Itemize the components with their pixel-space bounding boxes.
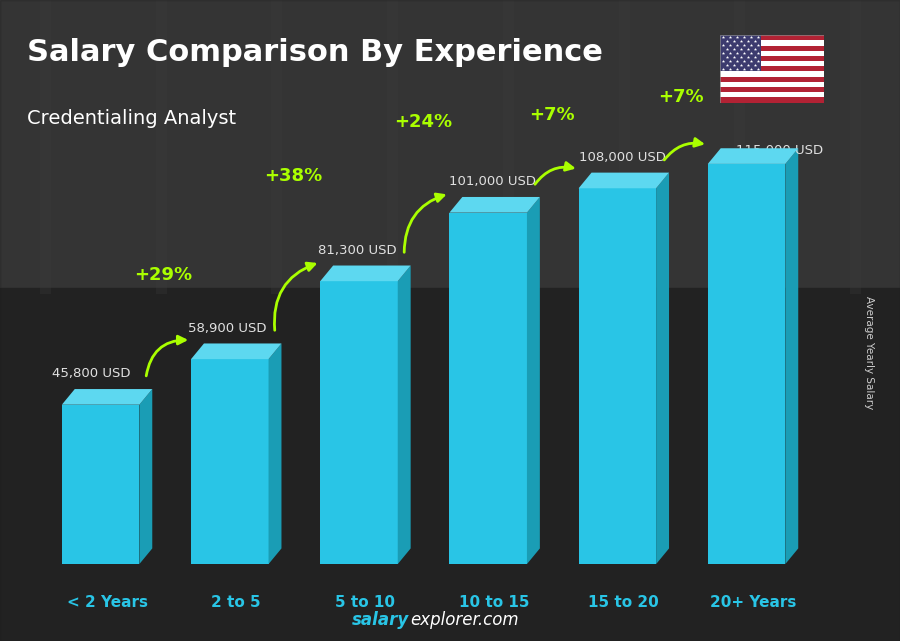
Text: +7%: +7%: [528, 106, 574, 124]
Text: 2 to 5: 2 to 5: [212, 595, 261, 610]
Text: +7%: +7%: [658, 88, 704, 106]
Text: 101,000 USD: 101,000 USD: [449, 175, 536, 188]
Bar: [0, 0, 900, 288]
Text: 108,000 USD: 108,000 USD: [579, 151, 665, 164]
Bar: [0, 288, 900, 641]
Text: +38%: +38%: [264, 167, 322, 185]
Bar: [720, 66, 824, 72]
Polygon shape: [140, 389, 152, 564]
Bar: [720, 51, 824, 56]
Polygon shape: [707, 148, 798, 164]
Polygon shape: [656, 172, 669, 564]
Text: 115,000 USD: 115,000 USD: [736, 144, 824, 157]
Text: Average Yearly Salary: Average Yearly Salary: [863, 296, 874, 409]
Polygon shape: [320, 281, 398, 564]
Polygon shape: [707, 164, 786, 564]
Polygon shape: [62, 404, 140, 564]
Bar: [720, 82, 824, 87]
Bar: [720, 87, 824, 92]
Polygon shape: [62, 389, 152, 404]
Text: < 2 Years: < 2 Years: [67, 595, 148, 610]
Bar: [720, 77, 824, 82]
Bar: [720, 61, 824, 66]
Polygon shape: [191, 359, 268, 564]
Text: 15 to 20: 15 to 20: [589, 595, 659, 610]
Bar: [720, 72, 824, 77]
Polygon shape: [398, 265, 410, 564]
Polygon shape: [526, 197, 540, 564]
Text: explorer.com: explorer.com: [410, 612, 519, 629]
Text: Credentialing Analyst: Credentialing Analyst: [27, 109, 236, 128]
Bar: [720, 92, 824, 97]
Bar: [720, 46, 824, 51]
Text: 58,900 USD: 58,900 USD: [188, 322, 267, 335]
Polygon shape: [579, 188, 656, 564]
Bar: [720, 35, 761, 72]
Text: 45,800 USD: 45,800 USD: [51, 367, 130, 380]
Polygon shape: [579, 172, 669, 188]
Bar: [720, 35, 824, 40]
Bar: [720, 97, 824, 103]
Text: +29%: +29%: [134, 266, 192, 285]
Polygon shape: [786, 148, 798, 564]
Polygon shape: [320, 265, 410, 281]
Text: 81,300 USD: 81,300 USD: [318, 244, 396, 257]
Bar: [720, 40, 824, 46]
Text: Salary Comparison By Experience: Salary Comparison By Experience: [27, 38, 603, 67]
Polygon shape: [449, 213, 526, 564]
Text: 20+ Years: 20+ Years: [710, 595, 796, 610]
Text: salary: salary: [352, 612, 410, 629]
Polygon shape: [449, 197, 540, 213]
Text: +24%: +24%: [394, 113, 453, 131]
Text: 5 to 10: 5 to 10: [336, 595, 395, 610]
Polygon shape: [268, 344, 282, 564]
Text: 10 to 15: 10 to 15: [459, 595, 530, 610]
Bar: [720, 56, 824, 61]
Polygon shape: [191, 344, 282, 359]
